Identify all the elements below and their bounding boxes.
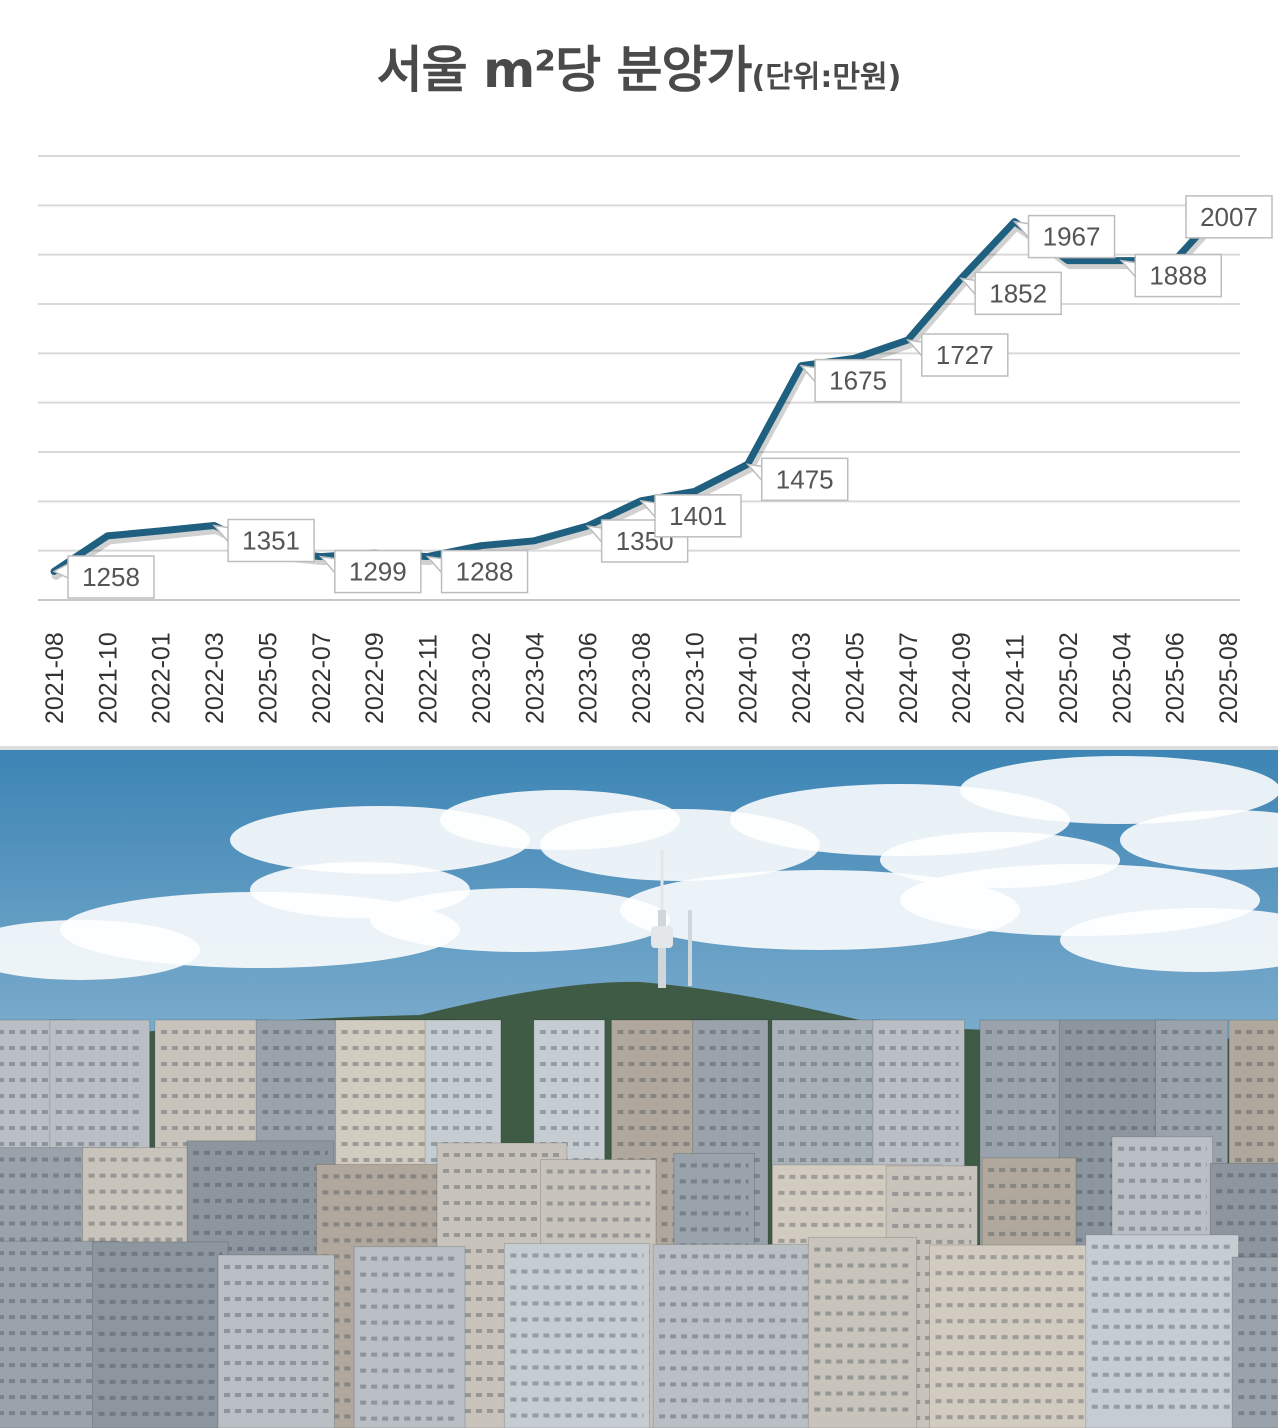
data-label-box: [1027, 214, 1116, 259]
x-tick-label: 2023-02: [468, 632, 496, 724]
data-label-box: [67, 555, 155, 599]
cloud: [1060, 908, 1278, 972]
data-label: 1351: [212, 518, 315, 563]
data-label: 1675: [799, 358, 902, 403]
apartment-building: [503, 1243, 651, 1428]
data-label: 1967: [1012, 214, 1116, 259]
chart-panel: 서울 m²당 분양가(단위:만원) 1258 1351 1299 1288 1350 14…: [0, 30, 1278, 724]
apartment-building: [807, 1236, 918, 1428]
x-tick-label: 2022-01: [148, 632, 176, 724]
x-tick-label: 2023-04: [521, 632, 549, 724]
x-tick-label: 2024-03: [788, 632, 816, 724]
x-tick-label: 2025-06: [1162, 632, 1190, 724]
cloud: [0, 920, 200, 980]
x-tick-label: 2022-11: [415, 634, 443, 724]
data-label-text: 1288: [456, 557, 514, 587]
chart-title: 서울 m²당 분양가(단위:만원): [0, 30, 1278, 102]
apartment-building: [929, 1244, 1091, 1428]
data-label-box: [227, 518, 315, 563]
data-label-box: [440, 549, 529, 594]
data-label: 1475: [745, 457, 849, 502]
data-label: 1350: [585, 519, 689, 563]
x-tick-label: 2022-07: [308, 632, 336, 724]
data-label-text: 1888: [1149, 261, 1207, 291]
data-label-text: 1727: [936, 340, 994, 370]
data-label-box: [654, 494, 742, 538]
data-label: 1888: [1119, 253, 1223, 298]
x-tick-label: 2024-05: [841, 632, 869, 724]
data-label-text: 1675: [829, 366, 887, 396]
data-label-text: 1967: [1043, 222, 1101, 252]
data-label-text: 1258: [82, 562, 140, 592]
data-label: 1288: [425, 549, 529, 594]
chart-unit: (단위:만원): [751, 60, 902, 95]
cloud: [1120, 810, 1278, 870]
data-label: 1852: [959, 271, 1062, 316]
data-label-text: 1299: [349, 557, 407, 587]
data-label-text: 2007: [1200, 202, 1258, 232]
apartment-building: [217, 1254, 335, 1428]
skyline-photo-image: [0, 750, 1278, 1428]
data-label-box: [1134, 253, 1223, 298]
data-label-box: [921, 333, 1009, 377]
data-label-box: [600, 519, 689, 563]
data-label-box: [334, 549, 422, 594]
apartment-building: [1085, 1234, 1240, 1428]
data-label: 1258: [52, 555, 155, 599]
chart-title-main: 서울 m²당 분양가: [376, 41, 753, 99]
apartment-building: [1231, 1256, 1278, 1428]
data-label-text: 1475: [776, 464, 834, 494]
data-label-text: 1852: [989, 278, 1047, 308]
apartment-building: [353, 1246, 466, 1428]
divider: [0, 746, 1278, 750]
data-label-text: 1351: [242, 526, 300, 556]
data-label: 1727: [905, 333, 1009, 377]
x-tick-label: 2025-04: [1108, 632, 1136, 724]
x-tick-label: 2024-09: [948, 632, 976, 724]
data-label-box: [760, 457, 849, 502]
x-tick-label: 2024-01: [735, 632, 763, 724]
data-label-box: [1185, 195, 1273, 239]
x-tick-label: 2023-06: [575, 632, 603, 724]
data-label: 2007: [1185, 195, 1273, 239]
x-tick-label: 2021-10: [94, 632, 122, 724]
data-label-text: 1401: [669, 501, 727, 531]
x-tick-label: 2021-08: [41, 632, 69, 724]
x-tick-label: 2024-07: [895, 632, 923, 724]
tower-deck: [651, 926, 673, 948]
cloud: [960, 756, 1278, 824]
x-tick-label: 2023-10: [681, 632, 709, 724]
apartment-building: [652, 1243, 818, 1428]
cloud: [880, 832, 1120, 888]
data-label: 1299: [318, 549, 422, 594]
x-tick-label: 2022-09: [361, 632, 389, 724]
x-tick-label: 2025-02: [1055, 632, 1083, 724]
x-tick-label: 2025-08: [1215, 632, 1243, 724]
tower-shaft: [658, 910, 666, 988]
data-label-box: [974, 271, 1062, 316]
x-tick-label: 2024-11: [1002, 634, 1030, 724]
x-tick-label: 2023-08: [628, 632, 656, 724]
skyline-photo: [0, 750, 1278, 1428]
cloud: [250, 862, 470, 918]
data-label-box: [814, 358, 902, 403]
data-label: 1401: [639, 494, 742, 538]
x-tick-label: 2022-03: [201, 632, 229, 724]
x-tick-label: 2025-05: [254, 632, 282, 724]
